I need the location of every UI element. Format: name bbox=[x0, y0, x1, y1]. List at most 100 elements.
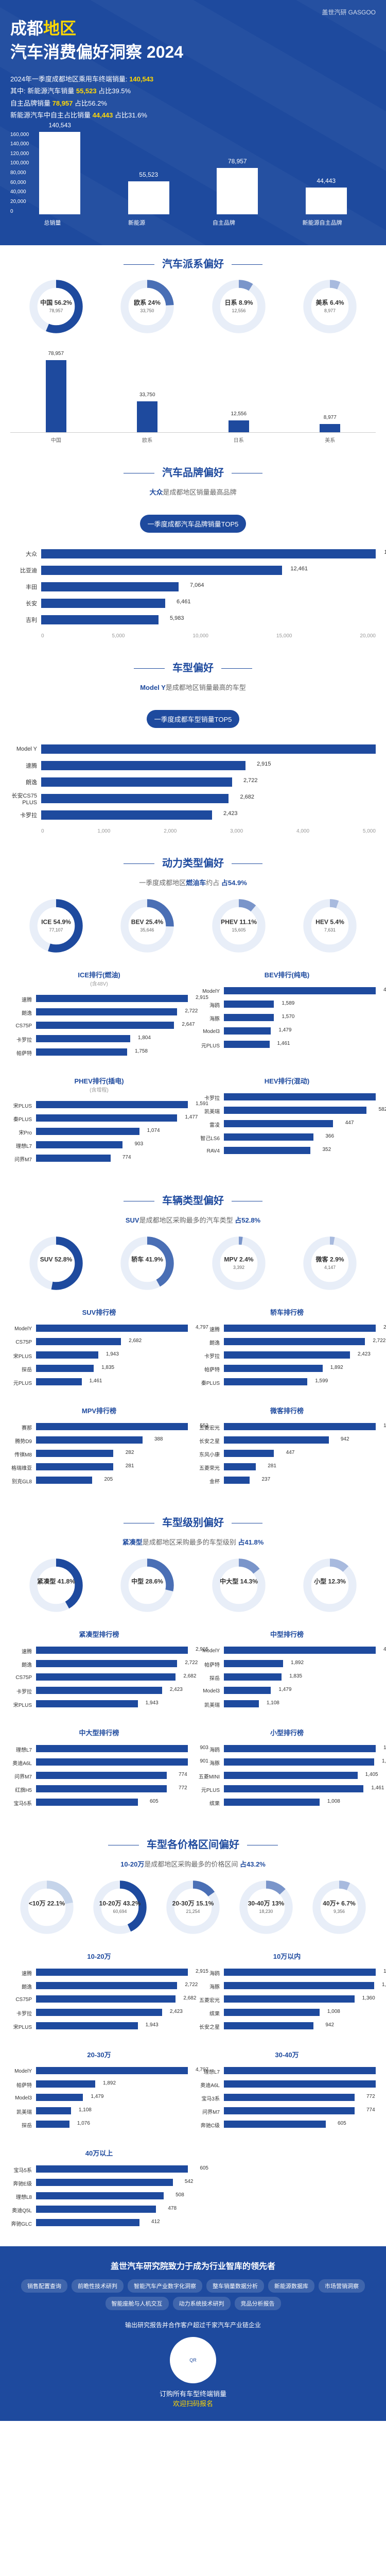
svg-text:ICE 54.9%: ICE 54.9% bbox=[41, 918, 71, 925]
svg-text:18,230: 18,230 bbox=[259, 1909, 273, 1914]
col-title: MPV排行榜 bbox=[10, 1405, 188, 1415]
donut-10-20万: 10-20万 43.2% 60,694 bbox=[89, 1879, 151, 1938]
footer-tag: 新能源数据库 bbox=[268, 2279, 314, 2293]
hbar-row: 问界M7 774 bbox=[198, 2107, 376, 2116]
s5-sub-rest: 是成都地区采购最多的汽车类型 bbox=[139, 1216, 233, 1224]
col-title: 10万以内 bbox=[198, 1951, 376, 1961]
hbar-row: 宋PLUS 1,943 bbox=[10, 2022, 188, 2031]
header-bar: 78,957 bbox=[217, 168, 258, 214]
hbar-label: 长安 bbox=[10, 599, 41, 607]
hbar-row: 帕萨特 1,892 bbox=[10, 2080, 188, 2090]
title-yellow: 地区 bbox=[43, 19, 76, 38]
hbar-label: 长安之星 bbox=[198, 1437, 224, 1445]
hbar-label: Model Y bbox=[10, 746, 41, 752]
hbar-row: 传祺M8 282 bbox=[10, 1450, 188, 1459]
hbar-row: 帕萨特 1,892 bbox=[198, 1660, 376, 1669]
footer-mid: 输出研究报告并合作客户超过千家汽车产业链企业 bbox=[10, 2320, 376, 2329]
svg-text:欧系 24%: 欧系 24% bbox=[134, 298, 161, 306]
hbar-label: 缤果 bbox=[198, 1799, 224, 1807]
hbar-row: 长安之星 942 bbox=[198, 1436, 376, 1446]
hbar-row: 秦PLUS 1,477 bbox=[10, 1114, 188, 1124]
s3-sub-rest: 是成都地区销量最高的车型 bbox=[166, 684, 246, 691]
col-title: PHEV排行(插电)(含增程) bbox=[10, 1076, 188, 1093]
section-brand: 汽车品牌偏好 大众是成都地区销量最高品牌 一季度成都汽车品牌销量TOP5 大众 … bbox=[0, 454, 386, 649]
hbar-label: 海豚 bbox=[198, 1014, 224, 1022]
footer-tag: 前瞻性技术研判 bbox=[72, 2279, 124, 2293]
hbar-row: Model Y 4,797 bbox=[10, 743, 376, 755]
footer-tag: 动力系统技术研判 bbox=[173, 2297, 231, 2310]
hbar-row: 奔驰E级 542 bbox=[10, 2179, 188, 2188]
hbar-row: 雷凌 447 bbox=[198, 1120, 376, 1129]
hbar-label: 卡罗拉 bbox=[10, 1687, 36, 1695]
hbar-row: 海豚 1,570 bbox=[198, 1758, 376, 1768]
hbar-row: 长安 6,461 bbox=[10, 598, 376, 609]
s1-vbar: 12,556 bbox=[229, 420, 249, 432]
hbar-label: 奥迪Q5L bbox=[10, 2206, 36, 2214]
hbar-label: 帕萨特 bbox=[198, 1660, 224, 1668]
hbar-label: 赛那 bbox=[10, 1423, 36, 1431]
svg-text:33,750: 33,750 bbox=[141, 308, 154, 313]
hbar-label: 丰田 bbox=[10, 583, 41, 591]
qr-code[interactable]: QR bbox=[170, 2337, 216, 2383]
s2-sub-rest: 是成都地区销量最高品牌 bbox=[163, 488, 237, 496]
hbar-label: 速腾 bbox=[10, 761, 41, 770]
svg-text:日系 8.9%: 日系 8.9% bbox=[224, 298, 253, 306]
hbar-row: 元PLUS 1,461 bbox=[198, 1041, 376, 1050]
donut-中型: 中型 28.6% bbox=[114, 1557, 181, 1616]
donut-PHEV: PHEV 11.1% 15,605 bbox=[205, 897, 272, 957]
s7-sub-pct: 占43.2% bbox=[240, 1860, 266, 1868]
col-title: 中大型排行榜 bbox=[10, 1727, 188, 1737]
hbar-label: 宝马5系 bbox=[10, 2166, 36, 2174]
hbar-label: 大众 bbox=[10, 550, 41, 558]
hbar-row: ModelY 4,797 bbox=[10, 2067, 188, 2076]
header-chart-axis: 160,000140,000120,000100,00080,00060,000… bbox=[10, 132, 29, 214]
s5-sub-hl: SUV bbox=[126, 1216, 139, 1224]
donut-轿车: 轿车 41.9% bbox=[114, 1235, 181, 1294]
hbar-row: 卡罗拉 2,423 bbox=[198, 1351, 376, 1361]
hbar-row: ModelY 4,797 bbox=[10, 1325, 188, 1334]
hbar-label: CS75P bbox=[10, 1340, 36, 1345]
s2-banner: 一季度成都汽车品牌销量TOP5 bbox=[140, 515, 247, 533]
header-chart-labels: 总销量新能源自主品牌新能源自主品牌 bbox=[10, 218, 376, 227]
col-title: 微客排行榜 bbox=[198, 1405, 376, 1415]
rank-col: 40万以上 宝马5系 605 奔驰E级 542 理想L8 508 奥迪Q5L 4… bbox=[10, 2148, 188, 2236]
hbar-row: 理想L7 903 bbox=[198, 2067, 376, 2076]
footer-tag: 智能汽车产业数字化洞察 bbox=[128, 2279, 202, 2293]
footer-tag: 销售配置查询 bbox=[21, 2279, 67, 2293]
hbar-label: 卡罗拉 bbox=[10, 1036, 36, 1043]
hbar-row: 探岳 1,835 bbox=[10, 1365, 188, 1374]
hbar-row: Model3 1,479 bbox=[10, 2094, 188, 2103]
s7-cols-row3: 40万以上 宝马5系 605 奔驰E级 542 理想L8 508 奥迪Q5L 4… bbox=[10, 2148, 376, 2236]
s3-axis: 01,0002,0003,0004,0005,000 bbox=[41, 828, 376, 834]
svg-text:中大型 14.3%: 中大型 14.3% bbox=[220, 1577, 258, 1585]
hbar-row: 探岳 1,835 bbox=[198, 1673, 376, 1683]
hbar-row: 速腾 2,915 bbox=[198, 1325, 376, 1334]
hbar-row: 帕萨特 1,892 bbox=[198, 1365, 376, 1374]
hbar-row: 红旗H5 772 bbox=[10, 1785, 188, 1794]
s2-sub-hl: 大众 bbox=[149, 488, 163, 496]
svg-text:4,147: 4,147 bbox=[324, 1265, 336, 1270]
s6-subtitle: 紧凑型是成都地区采购最多的车型级别 占41.8% bbox=[10, 1537, 376, 1547]
footer-cta1: 订购所有车型终端销量 bbox=[10, 2388, 376, 2398]
s4-cols-row2: PHEV排行(插电)(含增程) 宋PLUS 1,591 秦PLUS 1,477 … bbox=[10, 1076, 376, 1172]
donut-SUV: SUV 52.8% bbox=[23, 1235, 90, 1294]
hbar-label: 凯美瑞 bbox=[10, 2108, 36, 2115]
hbar-label: 秦PLUS bbox=[10, 1115, 36, 1123]
hbar-row: 奔驰GLC 412 bbox=[10, 2219, 188, 2228]
svg-text:中国 56.2%: 中国 56.2% bbox=[40, 298, 72, 306]
hbar-row: ModelY 4,797 bbox=[198, 1647, 376, 1656]
hbar-label: 雷凌 bbox=[198, 1121, 224, 1128]
hbar-label: 东风小康 bbox=[198, 1450, 224, 1458]
hbar-row: 奥迪A6L 901 bbox=[198, 2080, 376, 2090]
s6-sub-rest: 是成都地区采购最多的车型级别 bbox=[143, 1538, 236, 1546]
hbar-label: 宋Pro bbox=[10, 1128, 36, 1136]
s4-sub-pre: 一季度成都地区 bbox=[139, 879, 186, 887]
title-prefix: 成都 bbox=[10, 19, 43, 38]
s1-donuts: 中国 56.2% 78,957 欧系 24% 33,750 日系 8.9% 12… bbox=[10, 278, 376, 337]
hbar-label: 凯美瑞 bbox=[198, 1701, 224, 1708]
hbar-label: 奥迪A6L bbox=[10, 1759, 36, 1767]
footer-tag: 竞品分析报告 bbox=[235, 2297, 281, 2310]
hbar-row: 秦PLUS 1,599 bbox=[198, 1378, 376, 1387]
svg-text:15,605: 15,605 bbox=[232, 927, 245, 933]
hbar-label: 宝马5系 bbox=[10, 1799, 36, 1807]
